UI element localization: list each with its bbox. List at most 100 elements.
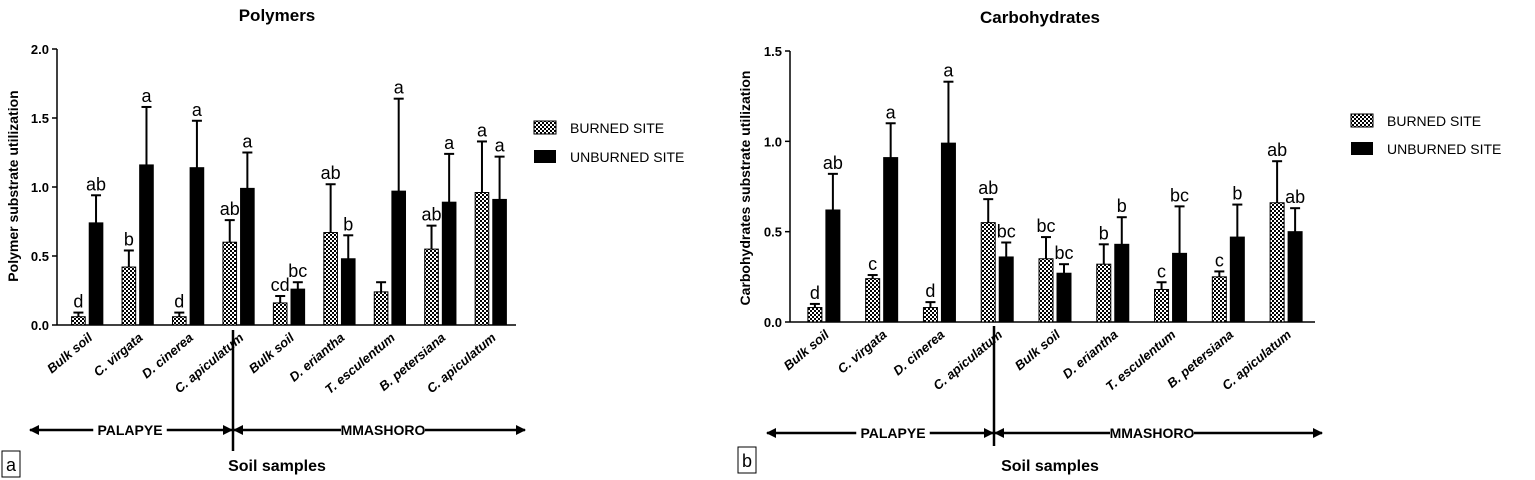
chart-a-significance-letter: a	[192, 100, 203, 120]
chart-a-bar-burned	[373, 291, 389, 326]
chart-b-bar-unburned	[1229, 236, 1245, 323]
chart-a-bar-unburned	[290, 288, 306, 326]
chart-a-significance-letter: ab	[321, 163, 341, 183]
chart-b-bar-burned	[980, 222, 996, 323]
chart-b-bar-burned	[1038, 258, 1054, 323]
chart-b-significance-letter: c	[868, 254, 877, 274]
chart-a-bar-unburned	[492, 198, 507, 326]
chart-a-title: Polymers	[239, 6, 316, 25]
chart-a-bar-unburned	[189, 167, 205, 326]
chart-a-site-label: PALAPYE	[97, 422, 162, 438]
chart-b-bar-burned	[1269, 202, 1285, 323]
chart-a-significance-letter: a	[242, 132, 253, 152]
chart-a-bar-unburned	[139, 164, 154, 326]
panel-a: Polymers Polymer substrate utilization S…	[1, 6, 684, 478]
chart-a-bar-burned	[121, 266, 137, 326]
chart-a-legend: BURNED SITE UNBURNED SITE	[533, 120, 684, 165]
chart-a-category-label: Bulk soil	[44, 330, 95, 377]
chart-b-significance-letter: ab	[1285, 187, 1305, 207]
legend-b-unburned-label: UNBURNED SITE	[1387, 141, 1501, 157]
chart-a-category-label: C. virgata	[91, 330, 146, 380]
chart-b-category-label: Bulk soil	[781, 327, 832, 374]
chart-a-bar-burned	[323, 232, 338, 326]
chart-a-ytick-label: 0.0	[31, 318, 49, 333]
chart-b-bar-burned	[922, 307, 938, 323]
panel-b: Carbohydrates Carbohydrates substrate ut…	[737, 8, 1501, 475]
chart-b-significance-letter: bc	[1054, 243, 1073, 263]
chart-b-significance-letter: bc	[997, 222, 1016, 242]
chart-b-significance-letter: bc	[1170, 185, 1189, 205]
chart-a-bar-unburned	[340, 258, 356, 326]
chart-a-significance-letter: ab	[422, 205, 442, 225]
chart-a-significance-letter: d	[174, 292, 184, 312]
chart-a-site-label-bg	[93, 421, 167, 438]
chart-b-significance-letter: bc	[1036, 216, 1055, 236]
chart-b-significance-letter: d	[925, 281, 935, 301]
chart-a-significance-letter: b	[343, 214, 353, 234]
chart-b-site-label-bg	[856, 424, 930, 441]
chart-b-site-label: MMASHORO	[1110, 425, 1195, 441]
chart-b-xlabel: Soil samples	[1001, 458, 1099, 475]
chart-a-bar-unburned	[88, 222, 104, 326]
legend-b-unburned-swatch	[1351, 142, 1373, 155]
chart-b-significance-letter: b	[1232, 184, 1242, 204]
chart-a-significance-letter: bc	[288, 261, 307, 281]
chart-b-bar-burned	[1096, 263, 1112, 323]
chart-a-bar-burned	[424, 248, 439, 326]
chart-a-significance-letter: a	[394, 78, 405, 98]
chart-a-ytick-label: 1.0	[31, 180, 49, 195]
chart-a-xlabel: Soil samples	[228, 458, 326, 475]
chart-b-significance-letter: a	[886, 102, 897, 122]
chart-b-category-label: D. cinerea	[890, 327, 947, 378]
legend-a-unburned-label: UNBURNED SITE	[570, 149, 684, 165]
chart-b-ylabel: Carbohydrates substrate utilization	[737, 71, 753, 306]
chart-b-bar-unburned	[825, 209, 841, 323]
chart-a-significance-letter: a	[477, 120, 488, 140]
legend-a-burned-swatch	[533, 120, 557, 135]
chart-a-bar-burned	[222, 241, 238, 326]
chart-b-significance-letter: ab	[978, 178, 998, 198]
panel-b-label: b	[742, 451, 752, 471]
chart-a-bar-unburned	[240, 187, 255, 326]
chart-b-bar-unburned	[1172, 252, 1188, 323]
chart-b-significance-letter: a	[943, 61, 954, 81]
chart-a-bar-unburned	[441, 201, 457, 326]
legend-b-burned-swatch	[1350, 113, 1374, 128]
chart-b-site-label-bg	[1110, 424, 1194, 441]
chart-a-site-label: MMASHORO	[341, 422, 426, 438]
chart-a-significance-letter: ab	[220, 199, 240, 219]
chart-a-significance-letter: ab	[86, 174, 106, 194]
chart-a-ytick-label: 2.0	[31, 42, 49, 57]
chart-a-bar-burned	[71, 316, 86, 326]
chart-b-bar-unburned	[940, 142, 956, 323]
chart-b-significance-letter: b	[1117, 196, 1127, 216]
chart-a-significance-letter: a	[141, 86, 152, 106]
chart-b-bar-burned	[807, 307, 823, 323]
chart-b-ytick-label: 1.5	[764, 44, 782, 59]
chart-b-bar-burned	[865, 278, 881, 323]
legend-a-burned-label: BURNED SITE	[570, 120, 664, 136]
chart-a-site-label-bg	[341, 421, 425, 438]
panel-a-label-box	[1, 450, 21, 478]
chart-b-significance-letter: d	[810, 283, 820, 303]
chart-a-ylabel: Polymer substrate utilization	[5, 90, 21, 281]
chart-b-ytick-label: 0.0	[764, 315, 782, 330]
chart-a-significance-letter: a	[495, 136, 506, 156]
chart-a-significance-letter: cd	[271, 275, 290, 295]
chart-b-bar-unburned	[1287, 231, 1303, 323]
legend-b-burned-label: BURNED SITE	[1387, 113, 1481, 129]
chart-a-ytick-label: 0.5	[31, 249, 49, 264]
chart-a-significance-letter: a	[444, 133, 455, 153]
chart-b-bar-unburned	[883, 157, 899, 323]
chart-a-ytick-label: 1.5	[31, 111, 49, 126]
chart-a-bar-unburned	[391, 190, 407, 326]
chart-b-significance-letter: c	[1215, 250, 1224, 270]
chart-b-significance-letter: ab	[1267, 140, 1287, 160]
chart-b-site-label: PALAPYE	[860, 425, 925, 441]
chart-a-bar-burned	[171, 316, 187, 326]
chart-b-category-label: D. eriantha	[1060, 327, 1121, 382]
chart-b-significance-letter: c	[1157, 261, 1166, 281]
chart-b-category-label: Bulk soil	[1012, 327, 1063, 374]
chart-b-bar-burned	[1154, 288, 1170, 323]
